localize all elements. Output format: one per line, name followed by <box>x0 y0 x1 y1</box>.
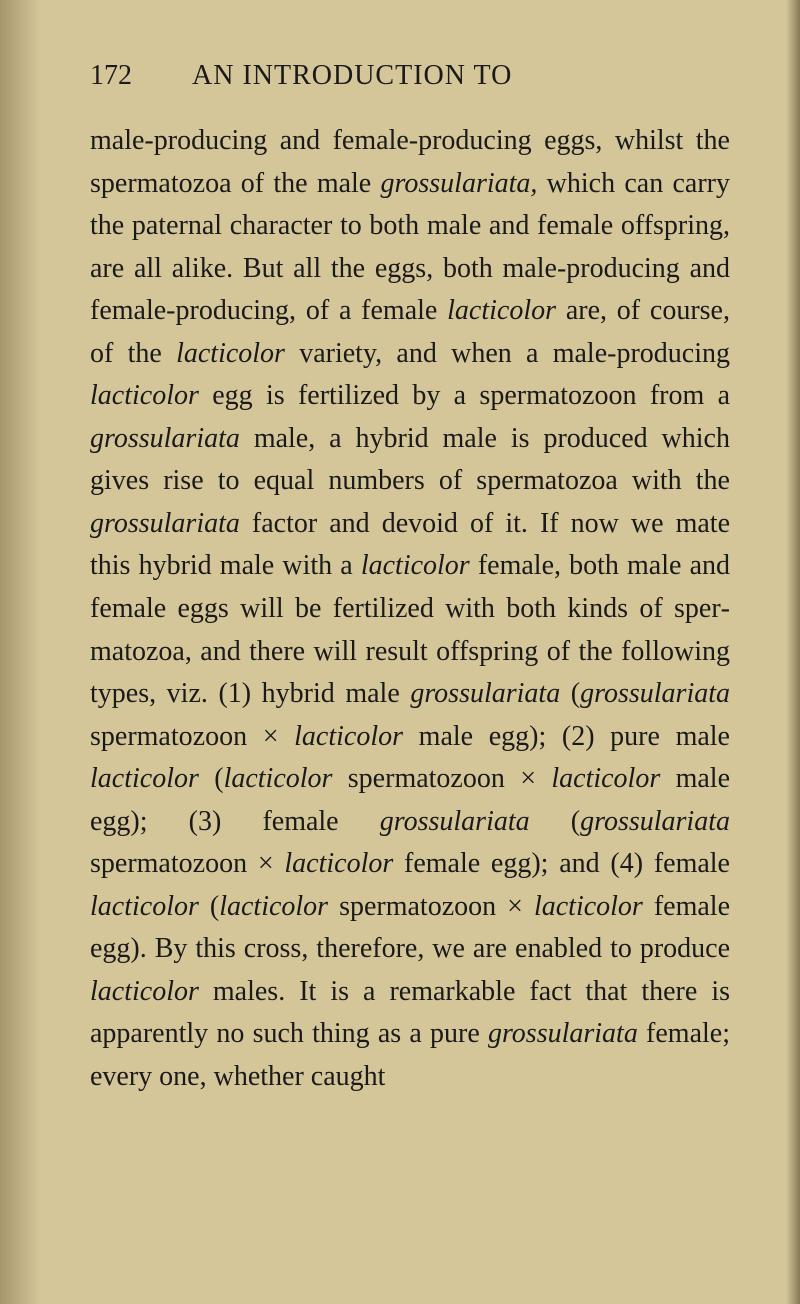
text-run: ( <box>199 891 219 922</box>
italic-run: lacticolor <box>219 891 328 922</box>
italic-run: grossulariata <box>580 806 730 837</box>
italic-run: lacticolor <box>284 848 393 879</box>
italic-run: lacticolor <box>551 763 660 794</box>
italic-run: grossulariata <box>90 508 240 539</box>
italic-run: lacticolor <box>90 891 199 922</box>
italic-run: lacticolor <box>90 976 199 1007</box>
text-run: egg is fertilized by a spermatozoon from… <box>199 380 730 411</box>
italic-run: lacti­color <box>294 721 403 752</box>
page-number: 172 <box>90 60 132 92</box>
italic-run: grossu­lariata <box>488 1018 638 1049</box>
italic-run: grossu­lariata <box>410 678 560 709</box>
running-title: AN INTRODUCTION TO <box>192 60 512 92</box>
page-header: 172 AN INTRODUCTION TO <box>90 60 730 92</box>
text-run: spermatozoon × <box>90 721 294 752</box>
italic-run: lacticolor <box>224 763 333 794</box>
page-shadow-right <box>786 0 800 1304</box>
page-shadow-left <box>0 0 40 1304</box>
italic-run: lacticolor <box>90 380 199 411</box>
italic-run: lacticolor <box>361 550 470 581</box>
text-run: spermatozoon × <box>90 848 284 879</box>
italic-run: grossu­lariata, <box>381 168 538 199</box>
text-run: variety, and when a male-producing <box>285 338 730 369</box>
text-run: ( <box>530 806 580 837</box>
text-run: spermato­zoon × <box>328 891 534 922</box>
italic-run: grossu­lariata <box>90 423 240 454</box>
body-text: male-producing and female-producing eggs… <box>90 120 730 1099</box>
text-run: ( <box>199 763 224 794</box>
italic-run: grossulariata <box>580 678 730 709</box>
text-run: ( <box>560 678 580 709</box>
text-run: male egg); (2) pure male <box>403 721 730 752</box>
italic-run: lacticolor <box>447 295 556 326</box>
italic-run: lacticolor <box>90 763 199 794</box>
text-run: female egg); and (4) female <box>393 848 730 879</box>
text-run: spermatozoon × <box>332 763 551 794</box>
italic-run: grossulariata <box>380 806 530 837</box>
italic-run: lacticolor <box>534 891 643 922</box>
book-page: 172 AN INTRODUCTION TO male-producing an… <box>0 0 800 1304</box>
italic-run: lacticolor <box>176 338 285 369</box>
